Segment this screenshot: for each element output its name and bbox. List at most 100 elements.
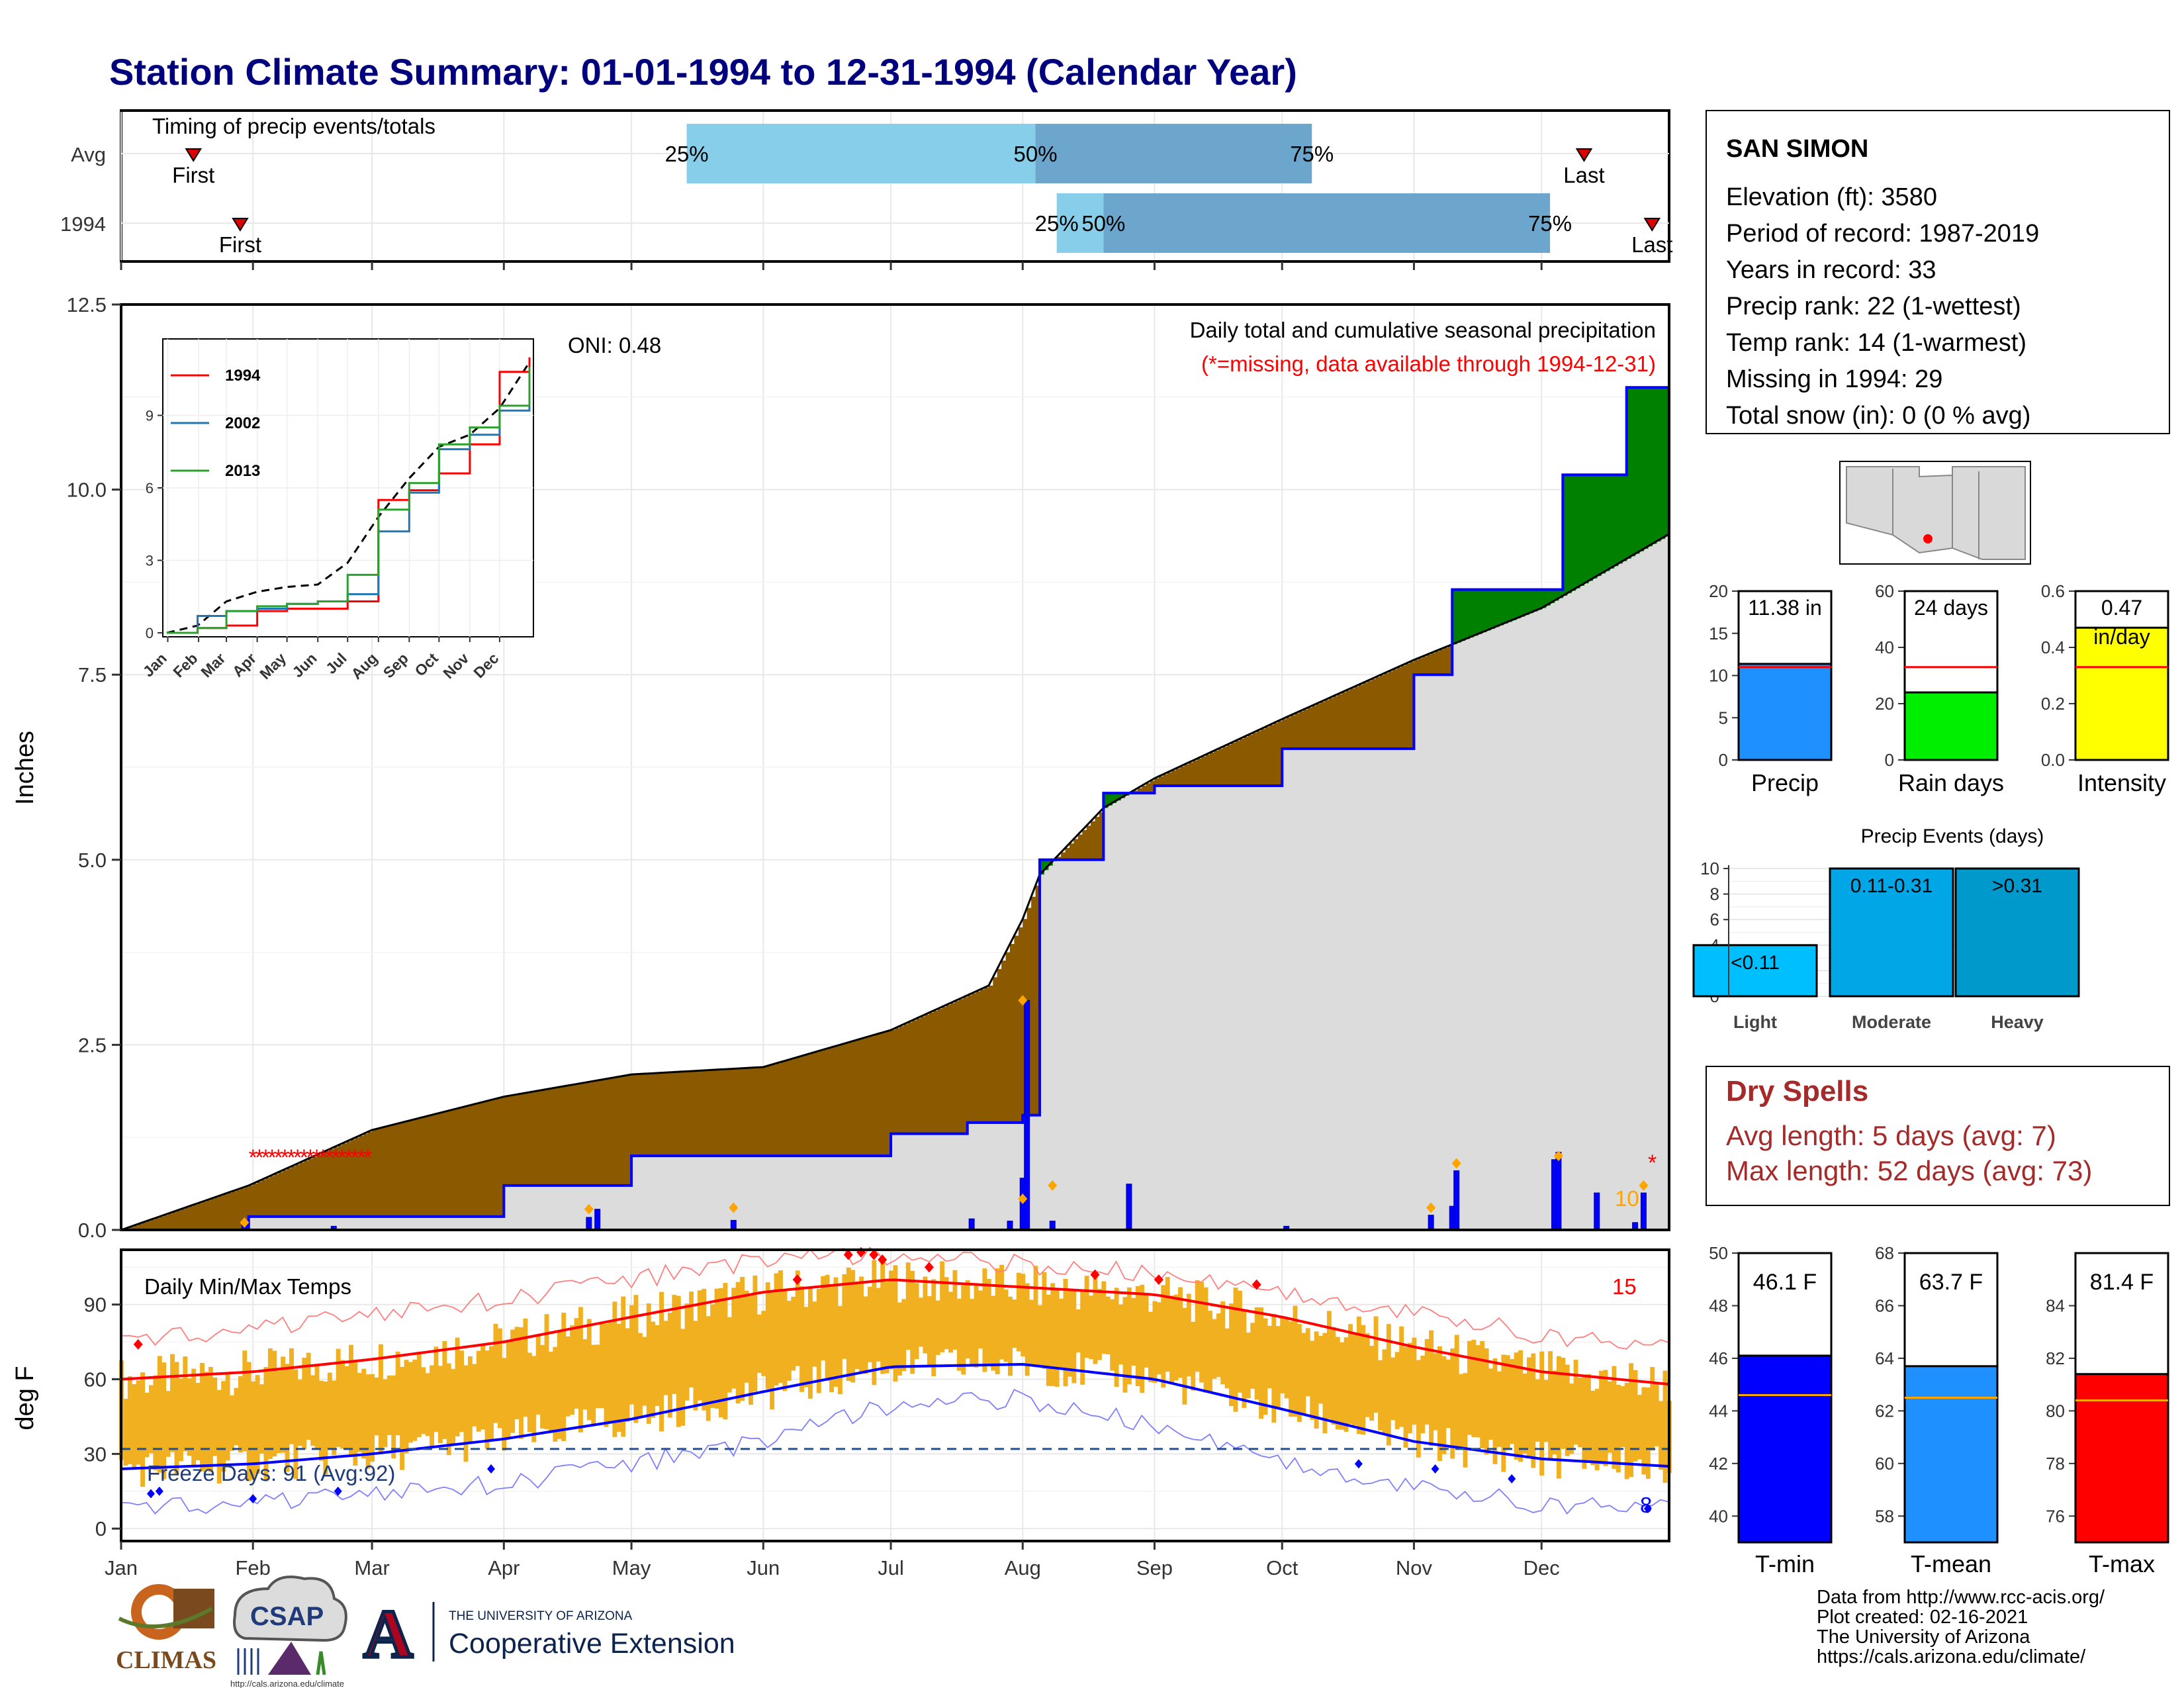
precip-diff-area bbox=[976, 991, 981, 1123]
precip-diff-area bbox=[261, 1180, 267, 1217]
precip-diff-area bbox=[831, 1047, 837, 1156]
precip-diff-area bbox=[551, 1088, 556, 1186]
daily-temp-range-bar bbox=[1433, 1353, 1438, 1430]
daily-temp-range-bar bbox=[365, 1374, 371, 1469]
missing-day-marker-icon: * bbox=[312, 1145, 321, 1170]
precip-diff-area bbox=[1001, 961, 1007, 1123]
precip-diff-area bbox=[525, 1093, 530, 1186]
daily-temp-range-bar bbox=[1050, 1283, 1056, 1386]
daily-temp-range-bar bbox=[136, 1380, 141, 1465]
summary-bar-Rain days bbox=[1903, 691, 1999, 761]
daily-temp-range-bar bbox=[974, 1283, 979, 1368]
timing-p75-label: 75% bbox=[1528, 211, 1572, 236]
precip-diff-area bbox=[691, 1071, 696, 1156]
daily-temp-range-bar bbox=[1126, 1287, 1132, 1385]
missing-day-marker-icon: * bbox=[281, 1145, 289, 1170]
precip-diff-area bbox=[1443, 647, 1449, 675]
precip-diff-area bbox=[614, 1077, 619, 1186]
precip-diff-area bbox=[1643, 387, 1649, 549]
dry-spells-avg: Avg length: 5 days (avg: 7) bbox=[1726, 1120, 2056, 1151]
precip-diff-area bbox=[159, 1216, 164, 1230]
daily-temp-range-bar bbox=[756, 1314, 762, 1373]
missing-note: (*=missing, data available through 1994-… bbox=[1201, 352, 1656, 376]
events-y-tick-label: 6 bbox=[1710, 910, 1719, 929]
daily-temp-range-bar bbox=[1067, 1290, 1072, 1377]
precip-diff-area bbox=[504, 1096, 509, 1186]
daily-temp-range-bar bbox=[1297, 1323, 1302, 1423]
temp-summary-y-tick-label: 82 bbox=[2046, 1348, 2065, 1368]
daily-temp-range-bar bbox=[1322, 1333, 1328, 1434]
station-info-line: Precip rank: 22 (1-wettest) bbox=[1726, 293, 2021, 320]
precip-diff-area bbox=[1647, 387, 1653, 547]
precip-note: Daily total and cumulative seasonal prec… bbox=[1190, 318, 1656, 342]
month-label: Dec bbox=[1524, 1556, 1560, 1579]
daily-precip-bar bbox=[1640, 1192, 1647, 1231]
daily-temp-range-bar bbox=[970, 1299, 975, 1367]
precip-diff-area bbox=[453, 1109, 458, 1217]
daily-temp-range-bar bbox=[1280, 1316, 1285, 1393]
station-info-line: Temp rank: 14 (1-warmest) bbox=[1726, 329, 2026, 357]
daily-temp-range-bar bbox=[1289, 1321, 1294, 1417]
precip-diff-area bbox=[1039, 859, 1045, 875]
events-category-label: Moderate bbox=[1852, 1012, 1931, 1032]
daily-temp-range-bar bbox=[1305, 1328, 1310, 1397]
precip-diff-area bbox=[1367, 680, 1372, 749]
daily-temp-range-bar bbox=[1565, 1364, 1570, 1456]
daily-temp-range-bar bbox=[535, 1335, 541, 1415]
daily-temp-range-bar bbox=[1024, 1283, 1030, 1376]
precip-diff-area bbox=[1418, 658, 1423, 675]
record-high-marker-icon bbox=[878, 1254, 887, 1266]
precip-diff-area bbox=[236, 1190, 241, 1230]
precip-diff-area bbox=[1545, 589, 1551, 606]
daily-temp-range-bar bbox=[1594, 1389, 1600, 1471]
summary-y-tick-label: 0.2 bbox=[2041, 694, 2065, 714]
temp-panel: 0 30 60 90 Daily Min/Max Temps 15 8 Freeze … bbox=[11, 1246, 1672, 1579]
daily-temp-range-bar bbox=[1526, 1357, 1531, 1459]
precip-diff-area bbox=[380, 1127, 386, 1217]
precip-diff-area bbox=[852, 1041, 858, 1156]
daily-temp-range-bar bbox=[144, 1393, 150, 1458]
precip-diff-area bbox=[644, 1074, 649, 1156]
daily-temp-range-bar bbox=[1501, 1354, 1506, 1472]
precip-diff-area bbox=[942, 1007, 947, 1134]
precip-diff-area bbox=[1312, 706, 1317, 749]
precip-diff-area bbox=[674, 1072, 679, 1156]
precip-diff-area bbox=[776, 1063, 781, 1156]
record-high-count: 15 bbox=[1612, 1274, 1637, 1299]
daily-temp-range-bar bbox=[825, 1274, 830, 1382]
avg-cumulative-line bbox=[120, 533, 1670, 1231]
precip-diff-area bbox=[669, 1072, 674, 1156]
daily-temp-range-bar bbox=[1186, 1293, 1191, 1377]
precip-diff-area bbox=[1188, 762, 1193, 786]
precip-diff-area bbox=[1337, 694, 1342, 749]
precip-diff-area bbox=[704, 1070, 709, 1156]
precip-diff-area bbox=[946, 1005, 951, 1134]
timing-p50-label: 50% bbox=[1014, 142, 1058, 166]
daily-temp-range-bar bbox=[1075, 1309, 1081, 1353]
summary-y-tick-label: 0.0 bbox=[2041, 750, 2065, 770]
daily-temp-range-bar bbox=[1399, 1326, 1404, 1427]
precip-diff-area bbox=[244, 1187, 250, 1230]
precip-diff-area bbox=[482, 1102, 488, 1217]
precip-diff-area bbox=[618, 1076, 623, 1186]
daily-temp-range-bar bbox=[727, 1317, 732, 1393]
precip-diff-area bbox=[338, 1145, 343, 1217]
daily-temp-range-bar bbox=[693, 1321, 698, 1411]
precip-diff-area bbox=[1210, 753, 1215, 786]
precip-diff-area bbox=[610, 1078, 615, 1186]
precip-diff-area bbox=[197, 1203, 203, 1230]
precip-diff-area bbox=[478, 1103, 483, 1217]
daily-temp-range-bar bbox=[1284, 1318, 1289, 1399]
month-label: Oct bbox=[1266, 1556, 1298, 1579]
precip-diff-area bbox=[1175, 768, 1181, 786]
precip-diff-area bbox=[1077, 834, 1083, 860]
record-high-marker-icon bbox=[869, 1249, 879, 1260]
precip-y-tick-label: 2.5 bbox=[78, 1033, 107, 1056]
precip-diff-area bbox=[508, 1096, 513, 1186]
daily-temp-range-bar bbox=[1165, 1277, 1170, 1372]
precip-diff-area bbox=[334, 1147, 339, 1217]
daily-temp-range-bar bbox=[1603, 1370, 1608, 1466]
temp-summary-y-tick-label: 68 bbox=[1875, 1243, 1894, 1263]
precip-diff-area bbox=[1494, 589, 1500, 628]
daily-temp-range-bar bbox=[1263, 1318, 1268, 1415]
